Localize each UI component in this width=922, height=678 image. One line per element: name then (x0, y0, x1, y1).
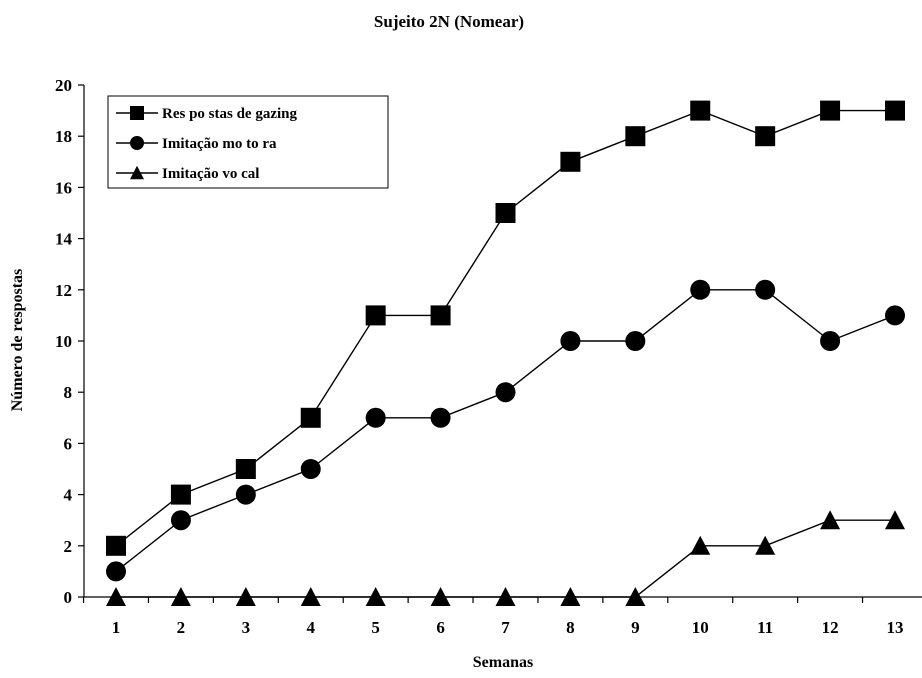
series-line (115, 289, 896, 572)
data-point-square (430, 305, 451, 326)
y-tick-label: 14 (55, 230, 73, 249)
x-axis-label: Semanas (473, 654, 533, 671)
y-tick-label: 2 (64, 537, 73, 556)
data-point-triangle (170, 587, 191, 606)
data-point-triangle (820, 510, 841, 530)
data-point-square (560, 151, 581, 172)
y-tick-label: 6 (64, 434, 73, 453)
data-point-triangle (106, 587, 126, 606)
data-point-circle (365, 407, 386, 428)
y-tick-label: 0 (64, 588, 73, 607)
x-tick-label: 10 (692, 618, 709, 637)
data-point-square (235, 459, 256, 479)
data-point-square (300, 407, 321, 428)
data-point-square (365, 305, 386, 326)
x-tick-label: 7 (501, 618, 510, 637)
data-point-triangle (235, 587, 256, 606)
x-tick-label: 12 (822, 618, 839, 637)
legend-marker-circle (130, 136, 144, 150)
legend-label: Res po stas de gazing (162, 106, 298, 122)
legend: Res po stas de gazing Imitação mo to ra Im… (107, 95, 389, 189)
y-tick-label: 12 (55, 281, 72, 300)
data-point-circle (106, 561, 126, 582)
y-tick-label: 8 (64, 383, 73, 402)
data-point-circle (430, 407, 451, 428)
data-point-square (755, 126, 776, 147)
data-point-triangle (300, 587, 321, 606)
data-point-square (495, 203, 516, 223)
y-tick-label: 4 (64, 486, 73, 505)
data-point-triangle (755, 535, 776, 555)
data-point-triangle (885, 510, 905, 530)
legend-marker-square (130, 106, 144, 120)
y-tick-label: 10 (55, 332, 72, 351)
data-point-triangle (690, 535, 711, 555)
data-point-triangle (495, 587, 516, 606)
chart-title: Sujeito 2N (Nomear) (374, 12, 524, 31)
data-point-square (820, 100, 841, 121)
x-tick-label: 11 (757, 618, 773, 637)
data-point-triangle (365, 587, 386, 606)
x-tick-label: 4 (307, 618, 316, 637)
legend-marker-triangle (130, 165, 144, 180)
data-point-circle (300, 459, 321, 479)
x-tick-label: 5 (371, 618, 380, 637)
series-3 (106, 510, 905, 606)
data-point-square (170, 484, 191, 505)
x-tick-label: 13 (887, 618, 904, 637)
series-2 (106, 279, 905, 582)
x-tick-label: 8 (566, 618, 575, 637)
data-point-triangle (430, 587, 451, 606)
y-tick-label: 18 (55, 127, 72, 146)
x-tick-label: 1 (112, 618, 121, 637)
x-tick-label: 3 (242, 618, 251, 637)
data-point-square (885, 100, 905, 121)
data-point-square (625, 126, 646, 147)
data-point-triangle (625, 587, 646, 606)
data-point-circle (170, 510, 191, 531)
y-tick-label: 20 (55, 76, 72, 95)
data-point-square (690, 100, 711, 121)
x-tick-label: 6 (436, 618, 445, 637)
series-line (116, 519, 895, 598)
data-point-circle (625, 331, 646, 351)
y-tick-label: 16 (55, 178, 72, 197)
data-point-circle (690, 279, 711, 300)
data-point-triangle (560, 587, 581, 606)
data-point-circle (235, 484, 256, 505)
y-axis-label: Número de respostas (9, 269, 26, 412)
x-tick-label: 9 (631, 618, 640, 637)
series-layer (106, 100, 905, 606)
data-point-square (106, 535, 126, 556)
data-point-circle (885, 305, 905, 326)
data-point-circle (560, 331, 581, 351)
series-1 (106, 100, 905, 556)
data-point-circle (755, 279, 776, 300)
data-point-circle (495, 382, 516, 403)
data-point-circle (820, 331, 841, 351)
legend-label: Imitação vo cal (162, 166, 259, 182)
x-tick-label: 2 (177, 618, 186, 637)
legend-label: Imitação mo to ra (162, 136, 277, 152)
